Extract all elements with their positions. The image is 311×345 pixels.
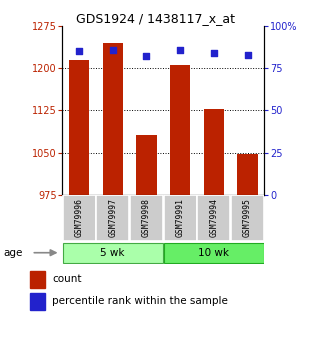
Bar [204,109,224,195]
Bar [237,154,258,195]
Text: age: age [3,248,22,258]
Bar [164,195,197,241]
Point [245,52,250,57]
Bar [69,60,89,195]
Point [110,47,115,52]
Text: GSM79996: GSM79996 [75,198,84,237]
Text: 5 wk: 5 wk [100,248,125,258]
Text: count: count [52,274,82,284]
Point [77,49,81,54]
Point [211,50,216,56]
Bar [231,195,264,241]
Text: GSM79994: GSM79994 [209,198,218,237]
Bar [170,65,190,195]
Text: GSM79998: GSM79998 [142,198,151,237]
Bar [136,135,156,195]
Bar [63,243,163,263]
Text: GSM79991: GSM79991 [176,198,185,237]
Bar [30,270,45,288]
Bar [30,293,45,310]
Text: percentile rank within the sample: percentile rank within the sample [52,296,228,306]
Point [144,53,149,59]
Text: GDS1924 / 1438117_x_at: GDS1924 / 1438117_x_at [76,12,235,25]
Bar [164,243,264,263]
Text: 10 wk: 10 wk [198,248,229,258]
Point [178,47,183,52]
Bar [63,195,95,241]
Bar [130,195,163,241]
Bar [96,195,129,241]
Text: GSM79995: GSM79995 [243,198,252,237]
Bar [197,195,230,241]
Text: GSM79997: GSM79997 [108,198,117,237]
Bar [103,43,123,195]
